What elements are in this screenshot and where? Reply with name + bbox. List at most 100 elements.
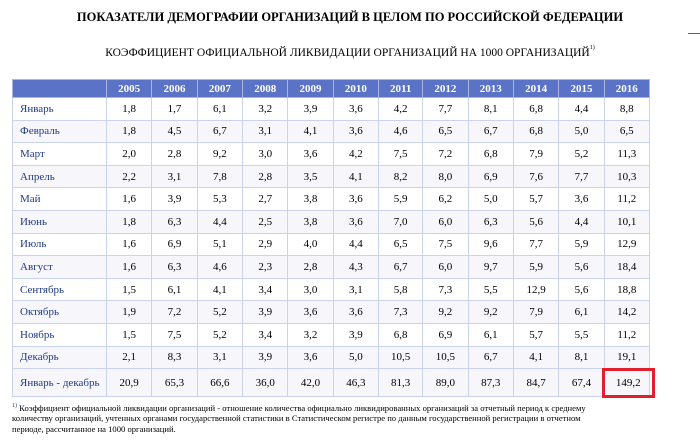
value-cell: 7,5 [151,322,198,347]
value-cell: 7,5 [378,142,424,166]
year-header-cell: 2009 [287,79,334,98]
value-cell: 5,7 [512,322,560,347]
value-cell: 6,0 [422,209,469,234]
table-row: Июнь 1,8 6,3 4,4 2,5 3,8 3,6 7,0 6,0 6,3 5,6 4,4 10,… [12,209,651,234]
value-cell: 6,9 [151,232,198,257]
value-cell: 18,4 [603,255,651,279]
value-cell: 3,9 [151,187,198,211]
table-row: Май 1,6 3,9 5,3 2,7 3,8 3,6 5,9 6,2 5,0 5,7 3,6 11,2 [12,187,651,211]
value-cell: 4,4 [196,209,244,234]
value-cell: 8,0 [422,164,469,189]
value-cell: 1,7 [151,97,198,121]
value-cell: 3,1 [151,164,198,189]
subtitle-text: КОЭФФИЦИЕНТ ОФИЦИАЛЬНОЙ ЛИКВИДАЦИИ ОРГАН… [105,47,590,59]
total-value-cell: 89,0 [422,368,469,398]
month-label: Май [12,187,107,211]
value-cell: 1,6 [105,255,153,279]
month-label: Июнь [12,209,107,234]
value-cell: 3,8 [287,209,334,234]
table-row: Декабрь 2,1 8,3 3,1 3,9 3,6 5,0 10,5 10,5 6,7 4,1 8… [12,345,651,370]
value-cell: 19,1 [603,345,651,370]
value-cell: 1,8 [105,97,153,121]
value-cell: 1,5 [105,322,153,347]
value-cell: 5,6 [558,277,605,302]
value-cell: 6,7 [196,119,244,144]
value-cell: 8,3 [151,345,198,370]
value-cell: 6,9 [467,164,514,189]
value-cell: 7,8 [196,164,244,189]
value-cell: 5,5 [467,277,514,302]
value-cell: 6,9 [422,322,469,347]
value-cell: 9,6 [467,232,514,257]
value-cell: 5,9 [512,255,560,279]
value-cell: 3,6 [287,300,334,324]
value-cell: 8,8 [603,97,651,121]
table-subtitle: КОЭФФИЦИЕНТ ОФИЦИАЛЬНОЙ ЛИКВИДАЦИИ ОРГАН… [0,45,700,59]
value-cell: 7,3 [422,277,469,302]
value-cell: 6,0 [422,255,469,279]
page-title: ПОКАЗАТЕЛИ ДЕМОГРАФИИ ОРГАНИЗАЦИЙ В ЦЕЛО… [76,10,624,24]
corner-mark [688,33,700,34]
year-header-cell: 2007 [196,79,244,98]
month-label: Февраль [12,119,107,144]
value-cell: 6,3 [151,255,198,279]
value-cell: 7,2 [422,142,469,166]
year-header-cell: 2013 [467,79,514,98]
value-cell: 5,8 [378,277,424,302]
footnote-text: Коэффициент официальной ликвидации орган… [12,402,586,434]
year-header-cell: 2015 [558,79,605,98]
value-cell: 10,5 [422,345,469,370]
value-cell: 7,9 [512,142,560,166]
year-header-cell: 2016 [603,79,651,98]
table-row: Июль 1,6 6,9 5,1 2,9 4,0 4,4 6,5 7,5 9,6 7,7 5,9 12,… [12,232,651,257]
total-value-cell: 66,6 [196,368,244,398]
value-cell: 5,6 [558,255,605,279]
value-cell: 7,5 [422,232,469,257]
value-cell: 5,1 [196,232,244,257]
total-value-cell: 67,4 [558,368,605,398]
value-cell: 3,6 [558,187,605,211]
year-header-cell: 2006 [151,79,198,98]
value-cell: 5,2 [196,322,244,347]
highlighted-total-cell: 149,2 [601,368,655,399]
value-cell: 3,1 [196,345,244,370]
value-cell: 4,5 [151,119,198,144]
value-cell: 4,1 [512,345,560,370]
value-cell: 6,7 [467,119,514,144]
header-row: 2005 2006 2007 2008 2009 2010 2011 2012 2013 2014… [12,79,651,98]
value-cell: 3,4 [242,322,289,347]
value-cell: 2,8 [242,164,289,189]
value-cell: 4,6 [196,255,244,279]
value-cell: 12,9 [512,277,560,302]
value-cell: 4,4 [558,209,605,234]
value-cell: 4,2 [332,142,380,166]
value-cell: 6,1 [196,97,244,121]
value-cell: 6,2 [422,187,469,211]
value-cell: 4,1 [287,119,334,144]
month-label: Июль [12,232,107,257]
value-cell: 3,9 [332,322,380,347]
month-label: Март [12,142,107,166]
value-cell: 6,5 [378,232,424,257]
value-cell: 3,0 [287,277,334,302]
value-cell: 3,6 [332,119,380,144]
value-cell: 14,2 [603,300,651,324]
value-cell: 7,2 [151,300,198,324]
value-cell: 3,6 [287,345,334,370]
value-cell: 8,2 [378,164,424,189]
value-cell: 6,1 [558,300,605,324]
value-cell: 10,3 [603,164,651,189]
value-cell: 4,2 [378,97,424,121]
value-cell: 18,8 [603,277,651,302]
footnote: 1) Коэффициент официальной ликвидации ор… [12,401,612,434]
total-value-cell: 87,3 [467,368,514,398]
value-cell: 4,6 [378,119,424,144]
value-cell: 2,1 [105,345,153,370]
value-cell: 11,3 [603,142,651,166]
value-cell: 3,9 [287,97,334,121]
year-header-cell: 2005 [105,79,153,98]
value-cell: 7,3 [378,300,424,324]
value-cell: 3,6 [332,187,380,211]
total-value-cell: 65,3 [151,368,198,398]
year-header-cell: 2014 [512,79,560,98]
